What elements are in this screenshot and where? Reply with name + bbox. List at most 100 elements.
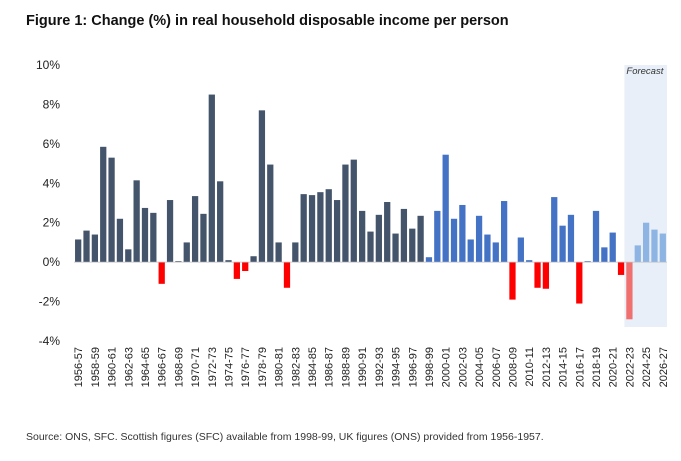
bar-1963-64 bbox=[133, 180, 140, 263]
bar-1969-70 bbox=[183, 242, 190, 263]
bar-1996-97 bbox=[409, 228, 416, 263]
bar-2021-22 bbox=[617, 262, 625, 275]
bar-1982-83 bbox=[292, 242, 299, 263]
x-tick-label: 1966-67 bbox=[157, 347, 169, 387]
chart-title: Figure 1: Change (%) in real household d… bbox=[26, 13, 509, 29]
x-tick-label: 1956-57 bbox=[73, 347, 85, 387]
x-tick-label: 1988-89 bbox=[340, 347, 352, 387]
bar-1993-94 bbox=[384, 202, 391, 263]
bar-1975-76 bbox=[233, 262, 240, 279]
bar-1958-59 bbox=[91, 234, 99, 263]
bar-1991-92 bbox=[367, 231, 374, 263]
y-tick-label: -4% bbox=[39, 334, 61, 348]
y-tick-label: -2% bbox=[39, 295, 61, 309]
bar-2012-13 bbox=[542, 262, 550, 289]
bar-2000-01 bbox=[442, 154, 449, 263]
x-tick-label: 1960-61 bbox=[107, 347, 119, 387]
bar-2016-17 bbox=[576, 262, 583, 304]
bar-1967-68 bbox=[166, 200, 174, 263]
bar-2006-07 bbox=[492, 242, 499, 263]
y-tick-label: 6% bbox=[43, 137, 61, 151]
bar-2011-12 bbox=[534, 262, 541, 288]
bar-1983-84 bbox=[300, 194, 307, 263]
bar-2020-21 bbox=[609, 232, 616, 263]
bar-2023-24 bbox=[634, 245, 641, 263]
bar-1997-98 bbox=[417, 215, 424, 263]
y-tick-label: 0% bbox=[43, 255, 61, 269]
y-tick-label: 8% bbox=[43, 97, 61, 111]
x-tick-label: 1980-81 bbox=[274, 347, 286, 387]
x-tick-label: 1978-79 bbox=[257, 347, 269, 387]
bar-1973-74 bbox=[217, 181, 224, 263]
x-tick-label: 2024-25 bbox=[641, 347, 653, 387]
x-tick-label: 2022-23 bbox=[624, 347, 636, 387]
x-tick-label: 1972-73 bbox=[207, 347, 219, 387]
bar-1961-62 bbox=[116, 218, 124, 263]
bar-1970-71 bbox=[191, 196, 199, 263]
x-tick-label: 2000-01 bbox=[441, 347, 453, 387]
bar-2019-20 bbox=[601, 247, 608, 263]
x-tick-label: 2004-05 bbox=[474, 347, 486, 387]
bar-2024-25 bbox=[642, 222, 650, 263]
x-tick-label: 1994-95 bbox=[391, 347, 403, 387]
x-tick-label: 1986-87 bbox=[324, 347, 336, 387]
bar-2013-14 bbox=[551, 197, 558, 263]
x-tick-label: 2026-27 bbox=[658, 347, 670, 387]
bar-1966-67 bbox=[158, 262, 165, 284]
forecast-label: Forecast bbox=[626, 66, 663, 77]
x-tick-label: 1970-71 bbox=[190, 347, 202, 387]
bar-1979-80 bbox=[267, 164, 274, 263]
bar-1956-57 bbox=[75, 239, 82, 263]
bar-series bbox=[75, 94, 666, 320]
bar-1964-65 bbox=[141, 207, 149, 263]
x-tick-label: 2020-21 bbox=[608, 347, 620, 387]
x-tick-label: 1958-59 bbox=[90, 347, 102, 387]
bar-2014-15 bbox=[559, 225, 566, 263]
x-tick-label: 2016-17 bbox=[574, 347, 586, 387]
bar-1960-61 bbox=[108, 157, 115, 263]
bar-2007-08 bbox=[501, 201, 508, 263]
bar-2010-11 bbox=[526, 260, 533, 263]
bar-1998-99 bbox=[425, 257, 433, 263]
bar-1965-66 bbox=[150, 212, 157, 263]
bar-1968-69 bbox=[175, 261, 182, 263]
bar-1971-72 bbox=[200, 213, 207, 263]
x-tick-label: 1964-65 bbox=[140, 347, 152, 387]
bar-1962-63 bbox=[125, 249, 132, 263]
bar-1990-91 bbox=[359, 210, 366, 263]
bar-1994-95 bbox=[392, 233, 399, 263]
bar-2022-23 bbox=[626, 262, 633, 320]
x-tick-label: 1998-99 bbox=[424, 347, 436, 387]
x-tick-label: 1982-83 bbox=[290, 347, 302, 387]
y-axis: 10% 8% 6% 4% 2% 0% -2% -4% bbox=[36, 58, 60, 348]
x-tick-label: 2006-07 bbox=[491, 347, 503, 387]
bar-2002-03 bbox=[459, 204, 466, 263]
bar-2015-16 bbox=[567, 214, 575, 263]
bar-2003-04 bbox=[467, 239, 474, 263]
bar-1980-81 bbox=[275, 242, 282, 263]
bar-2026-27 bbox=[659, 233, 666, 263]
bar-1999-00 bbox=[434, 210, 441, 263]
x-tick-label: 1976-77 bbox=[240, 347, 252, 387]
x-tick-label: 1968-69 bbox=[173, 347, 185, 387]
bar-2001-02 bbox=[450, 218, 458, 263]
source-note: Source: ONS, SFC. Scottish figures (SFC)… bbox=[26, 431, 544, 443]
bar-1974-75 bbox=[225, 260, 232, 263]
bar-2017-18 bbox=[584, 261, 591, 263]
bar-2005-06 bbox=[484, 234, 491, 263]
bar-2025-26 bbox=[651, 229, 658, 263]
x-tick-label: 1974-75 bbox=[224, 347, 236, 387]
bar-1986-87 bbox=[325, 189, 332, 263]
y-tick-label: 4% bbox=[43, 176, 61, 190]
bar-2009-10 bbox=[517, 237, 524, 263]
x-axis: 1956-57 1958-59 1960-61 1962-63 1964-65 1966-… bbox=[73, 347, 670, 387]
bar-1992-93 bbox=[375, 214, 382, 263]
x-tick-label: 1962-63 bbox=[123, 347, 135, 387]
x-tick-label: 2018-19 bbox=[591, 347, 603, 387]
bar-1989-90 bbox=[350, 159, 357, 263]
bar-1976-77 bbox=[242, 262, 249, 272]
bar-2008-09 bbox=[509, 262, 516, 300]
bar-1985-86 bbox=[317, 192, 324, 263]
x-tick-label: 1992-93 bbox=[374, 347, 386, 387]
bar-1995-96 bbox=[400, 208, 408, 263]
